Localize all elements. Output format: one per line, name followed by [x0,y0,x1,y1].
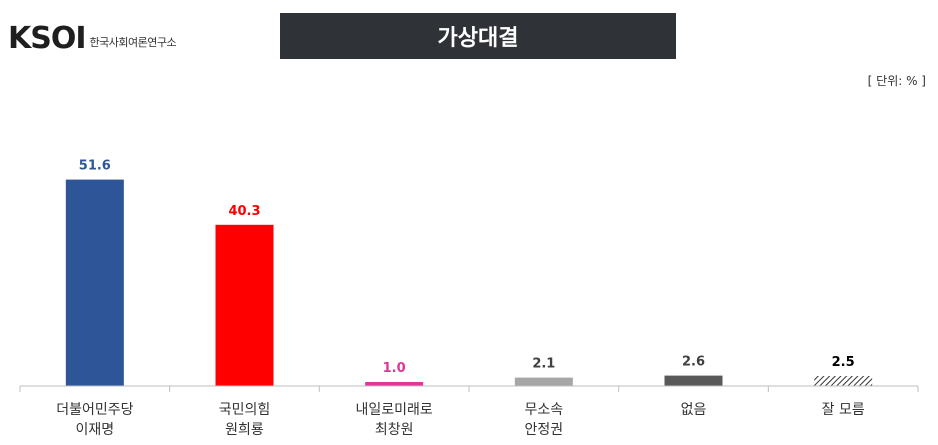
category-label: 국민의힘 [219,402,271,418]
data-label: 2.6 [682,355,705,370]
data-label: 40.3 [228,204,260,219]
data-label: 2.1 [532,357,555,372]
category-label: 안정권 [525,422,564,438]
bar [814,376,873,386]
logo-name: 한국사회여론연구소 [89,36,177,49]
category-label: 이재명 [76,422,115,438]
category-label: 없음 [681,402,707,418]
category-label: 무소속 [525,402,564,418]
ksoi-logo: KSOI 한국사회여론연구소 [8,18,177,56]
category-label: 최창원 [375,422,414,438]
data-label: 2.5 [832,355,855,370]
chart-title: 가상대결 [280,13,676,59]
category-label: 더불어민주당 [56,402,133,418]
bar [365,382,424,386]
unit-label: [ 단위: % ] [867,74,926,88]
category-label: 내일로미래로 [356,402,433,418]
bar [215,224,274,386]
logo-mark: KSOI [8,21,87,56]
category-label: 잘 모름 [822,402,865,418]
bar [65,179,124,386]
bar [514,377,573,386]
data-label: 51.6 [79,159,111,174]
data-label: 1.0 [383,361,406,376]
bar [664,375,723,386]
category-label: 원희룡 [225,422,264,438]
